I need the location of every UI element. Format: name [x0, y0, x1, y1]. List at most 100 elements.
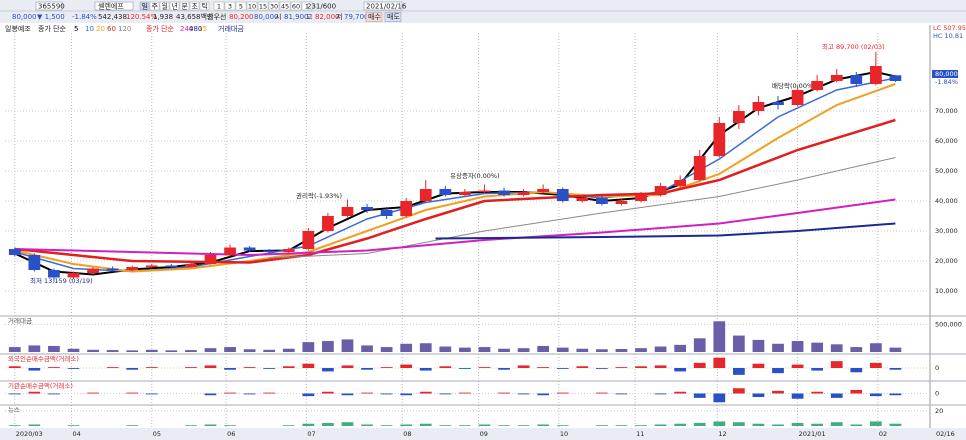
interval-label[interactable]: 1	[305, 3, 309, 11]
buy-label[interactable]: 매수	[368, 13, 381, 21]
interval-button[interactable]	[279, 1, 291, 11]
candle-body	[615, 201, 628, 204]
date-input[interactable]	[363, 1, 403, 11]
panel-bar	[145, 349, 158, 352]
annotation-event: 권리락(-1.93%)	[296, 191, 342, 200]
panel-bar	[400, 393, 413, 396]
panel-bar	[693, 362, 706, 368]
period-button[interactable]	[179, 1, 190, 11]
interval-button[interactable]	[257, 1, 269, 11]
panel-bar	[654, 393, 667, 395]
panel-bar	[869, 343, 882, 352]
panel-bar	[380, 347, 393, 352]
panel-bar	[165, 350, 178, 352]
panel-bar	[713, 321, 726, 352]
period-button[interactable]	[199, 1, 210, 11]
panel-bar	[302, 393, 315, 397]
panel-bar	[556, 368, 569, 369]
interval-button[interactable]	[213, 1, 225, 11]
stock-name[interactable]: 셀렌에프	[98, 2, 124, 11]
x-tick-label: 11	[636, 430, 644, 438]
candle-body	[478, 190, 491, 192]
period-label[interactable]: 주	[152, 3, 159, 11]
sell-button[interactable]	[384, 12, 402, 22]
panel-bar	[850, 424, 863, 426]
stock-code[interactable]: 365590	[38, 3, 65, 11]
panel-bar	[322, 341, 334, 352]
interval-label[interactable]: 15	[259, 3, 267, 11]
x-tick-label: 12	[718, 430, 726, 438]
panel-bar	[282, 348, 295, 352]
period-label[interactable]: 틱	[202, 2, 208, 11]
annotation-event: 배당락(0.00%)	[772, 81, 816, 90]
interval-button[interactable]	[268, 1, 280, 11]
candle-body	[322, 216, 334, 231]
panel-bar	[224, 392, 236, 394]
interval-label[interactable]: 45	[281, 3, 289, 11]
y-tick-label: 70,000	[935, 107, 958, 115]
low: 79,700	[344, 13, 369, 21]
interval-label[interactable]: 30	[270, 3, 278, 11]
candle-body	[635, 195, 647, 201]
high: 82,000	[315, 13, 340, 21]
legend-entry: 240	[180, 25, 193, 33]
panel-title: 뉴스	[8, 406, 20, 414]
y-tick-label: 0	[935, 390, 939, 398]
interval-button[interactable]	[224, 1, 236, 11]
interval-button[interactable]	[235, 1, 247, 11]
panel-bar	[752, 339, 765, 352]
period-label[interactable]: 분	[182, 3, 189, 11]
panel-bar	[752, 363, 765, 368]
best-bid: 80,000	[254, 13, 279, 21]
date[interactable]: 2021/02/16	[366, 3, 407, 11]
buy-button[interactable]	[365, 12, 383, 22]
panel-bar	[693, 393, 706, 398]
panel-bar	[400, 343, 413, 352]
candle-body	[341, 207, 354, 216]
period-button[interactable]	[159, 1, 170, 11]
period-button[interactable]	[139, 1, 150, 11]
period-label[interactable]: 초	[192, 3, 199, 11]
x-tick-label: 2021/01	[799, 430, 826, 438]
period-label[interactable]: 년	[172, 2, 178, 11]
panel-bar	[869, 421, 882, 426]
panel-bar	[126, 425, 139, 426]
interval-label[interactable]: 60	[292, 3, 300, 11]
rate: -1.84%	[72, 13, 97, 21]
panel-bar	[67, 425, 80, 426]
amount: 43,658백만	[176, 12, 214, 21]
interval-label[interactable]: 3	[228, 3, 232, 11]
candle-body	[145, 265, 158, 267]
period-button[interactable]	[149, 1, 160, 11]
panel-bar	[869, 362, 882, 368]
interval-label[interactable]: 1	[217, 3, 221, 11]
panel-bar	[537, 393, 550, 396]
panel-bar	[537, 367, 550, 368]
period-label[interactable]: 일	[142, 2, 148, 11]
panel-bar	[635, 366, 647, 368]
panel-bar	[733, 422, 745, 426]
panel-bar	[419, 391, 432, 394]
panel-bar	[791, 341, 804, 352]
interval-button[interactable]	[301, 1, 313, 11]
period-button[interactable]	[189, 1, 200, 11]
sell-label[interactable]: 매도	[387, 13, 400, 21]
name-box[interactable]	[94, 1, 134, 11]
interval-button[interactable]	[290, 1, 302, 11]
panel-bar	[341, 422, 354, 426]
panel-bar	[674, 368, 687, 372]
legend-entry: 120	[118, 25, 131, 33]
period-button[interactable]	[169, 1, 180, 11]
interval-button[interactable]	[246, 1, 258, 11]
panel-bar	[576, 348, 589, 352]
period-label[interactable]: 월	[162, 2, 168, 11]
panel-bar	[459, 368, 471, 369]
panel-bar	[185, 350, 197, 352]
legend-entry: 5	[74, 25, 78, 33]
panel-bar	[459, 347, 471, 352]
interval-label[interactable]: 5	[239, 3, 243, 11]
interval-label[interactable]: 10	[248, 3, 256, 11]
candle-body	[400, 201, 413, 216]
panel-bar	[713, 421, 726, 426]
code-input[interactable]	[35, 1, 63, 11]
